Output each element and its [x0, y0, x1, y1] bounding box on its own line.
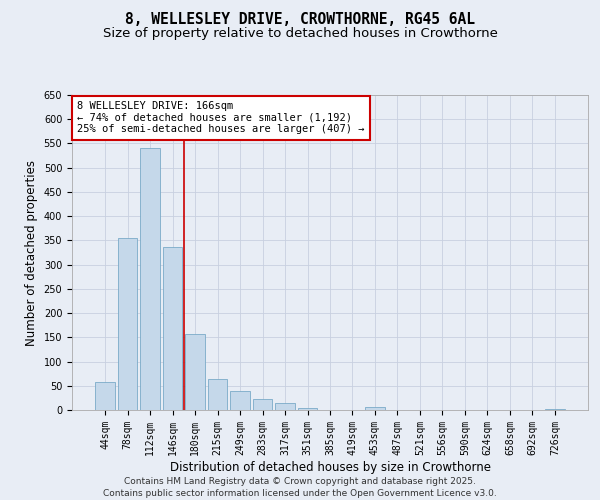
Bar	[275, 402, 295, 410]
Bar	[95, 382, 115, 410]
Bar	[298, 408, 317, 410]
Y-axis label: Number of detached properties: Number of detached properties	[25, 160, 38, 346]
Bar	[118, 238, 137, 410]
Text: 8 WELLESLEY DRIVE: 166sqm
← 74% of detached houses are smaller (1,192)
25% of se: 8 WELLESLEY DRIVE: 166sqm ← 74% of detac…	[77, 102, 365, 134]
Bar	[253, 400, 272, 410]
Text: Size of property relative to detached houses in Crowthorne: Size of property relative to detached ho…	[103, 28, 497, 40]
Bar	[163, 246, 182, 410]
Text: Contains HM Land Registry data © Crown copyright and database right 2025.
Contai: Contains HM Land Registry data © Crown c…	[103, 476, 497, 498]
Bar	[185, 334, 205, 410]
Text: 8, WELLESLEY DRIVE, CROWTHORNE, RG45 6AL: 8, WELLESLEY DRIVE, CROWTHORNE, RG45 6AL	[125, 12, 475, 28]
Bar	[365, 406, 385, 410]
Bar	[208, 378, 227, 410]
X-axis label: Distribution of detached houses by size in Crowthorne: Distribution of detached houses by size …	[170, 460, 491, 473]
Bar	[230, 390, 250, 410]
Bar	[545, 409, 565, 410]
Bar	[140, 148, 160, 410]
